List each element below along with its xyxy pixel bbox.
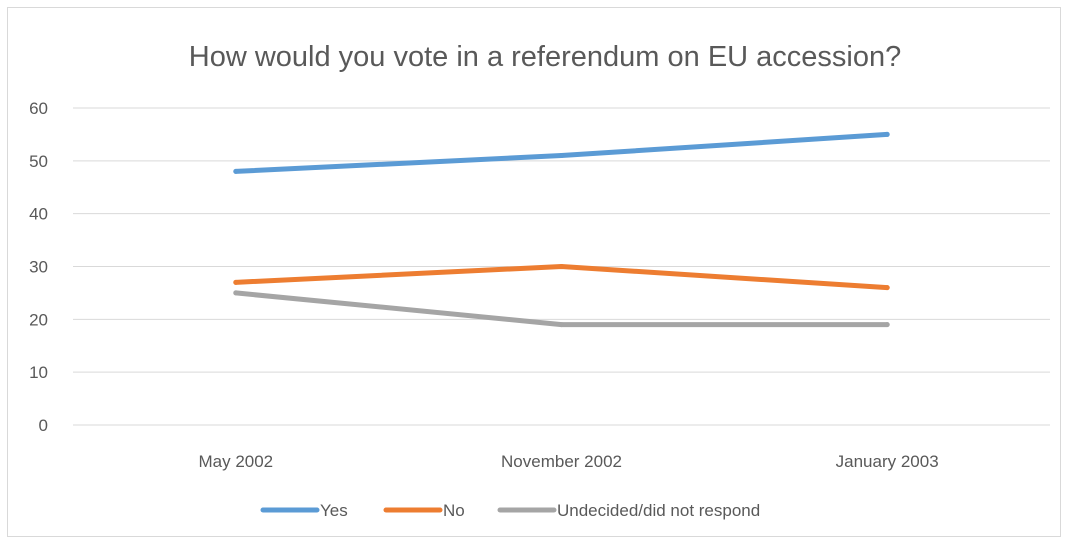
- data-point: [559, 153, 564, 159]
- series-line-undecided-did-not-respond: [233, 290, 890, 328]
- y-tick-label: 50: [29, 152, 48, 171]
- y-tick-label: 20: [29, 310, 48, 329]
- series-line-no: [233, 264, 890, 291]
- y-axis-ticks: 0 10 20 30 40 50 60: [29, 99, 48, 435]
- data-point: [884, 285, 890, 291]
- legend-label: No: [443, 501, 465, 520]
- y-tick-label: 0: [39, 416, 48, 435]
- data-point: [233, 290, 239, 296]
- series-line-yes: [233, 131, 890, 174]
- legend: Yes No Undecided/did not respond: [260, 501, 760, 520]
- x-tick-label: November 2002: [501, 452, 622, 471]
- x-axis-ticks: May 2002 November 2002 January 2003: [198, 452, 938, 471]
- gridlines: [73, 107, 1050, 426]
- y-tick-label: 40: [29, 205, 48, 224]
- data-point: [559, 264, 564, 269]
- legend-label: Yes: [320, 501, 348, 520]
- y-tick-label: 30: [29, 258, 48, 277]
- x-tick-label: May 2002: [198, 452, 273, 471]
- x-tick-label: January 2003: [836, 452, 939, 471]
- y-tick-label: 60: [29, 99, 48, 118]
- data-point: [233, 279, 239, 285]
- chart-frame: [7, 7, 1061, 537]
- y-tick-label: 10: [29, 363, 48, 382]
- data-point: [884, 131, 890, 137]
- chart-title: How would you vote in a referendum on EU…: [189, 41, 902, 73]
- series-lines: [233, 131, 890, 328]
- data-point: [559, 322, 564, 328]
- data-point: [884, 322, 890, 328]
- legend-label: Undecided/did not respond: [557, 501, 760, 520]
- data-point: [233, 168, 239, 174]
